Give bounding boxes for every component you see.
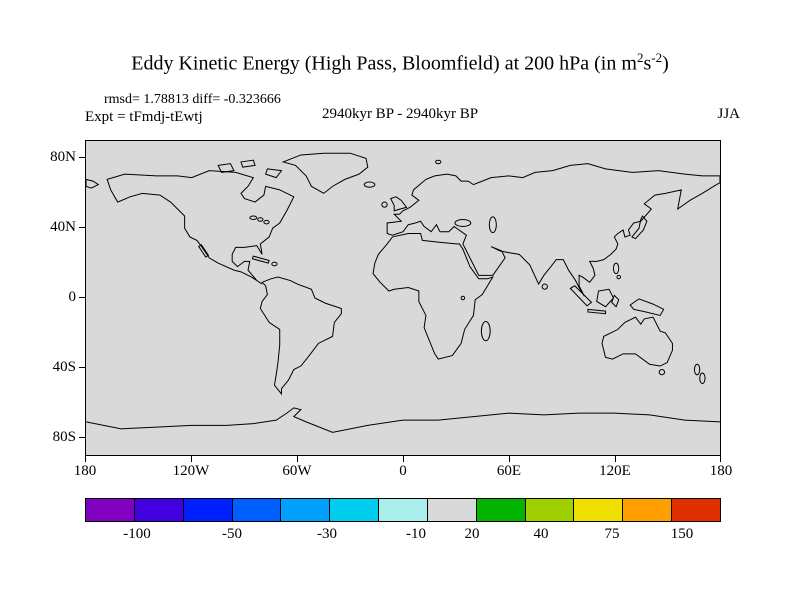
coastline-new-guinea: [630, 299, 663, 316]
y-axis-tick: [79, 367, 85, 368]
title-close-paren: ): [662, 52, 669, 75]
black-sea: [455, 220, 471, 227]
great-lake-2: [258, 218, 263, 221]
x-axis-tick: [85, 456, 86, 462]
coastline-antarctica: [86, 408, 720, 432]
colorbar-swatch: [573, 498, 624, 522]
coastline-iceland: [364, 182, 375, 187]
coastline-australia: [602, 317, 672, 366]
colorbar-swatch: [85, 498, 135, 522]
x-axis-label: 60E: [496, 463, 522, 479]
colorbar-tick-label: 20: [464, 526, 480, 542]
stats-line: rmsd= 1.78813 diff= -0.323666: [104, 92, 281, 107]
colorbar-swatch: [231, 498, 282, 522]
coastline-arctic-island-3: [241, 160, 255, 167]
coastline-sulawesi: [612, 295, 619, 306]
y-axis-label: 80N: [50, 149, 76, 165]
x-axis-tick: [615, 456, 616, 462]
coastline-japan: [632, 216, 647, 239]
coastline-ireland: [382, 202, 387, 207]
coastline-new-zealand-north: [694, 364, 699, 374]
title-superscript-2: 2: [636, 50, 644, 65]
y-axis-label: 40S: [52, 359, 76, 375]
colorbar-swatch: [426, 498, 477, 522]
x-axis-tick: [297, 456, 298, 462]
coastline-madagascar: [481, 322, 490, 341]
x-axis-tick: [191, 456, 192, 462]
x-axis-label: 180: [709, 463, 733, 479]
coastline-britain: [391, 197, 407, 211]
colorbar-swatch: [280, 498, 331, 522]
colorbar-tick-label: -10: [406, 526, 426, 542]
colorbar-swatch: [329, 498, 380, 522]
great-lake-3: [264, 220, 269, 223]
colorbar-tick-label: 75: [604, 526, 620, 542]
coastline-baja-california: [199, 245, 209, 257]
great-lake-1: [250, 216, 257, 219]
coastline-mindanao: [617, 275, 621, 278]
coastline-philippines: [613, 263, 618, 273]
x-axis-label: 60W: [282, 463, 312, 479]
plot-title: Eddy Kinetic Energy (High Pass, Bloomfie…: [0, 50, 800, 76]
coastline-svalbard: [436, 160, 441, 163]
y-axis-tick: [79, 297, 85, 298]
title-units: s: [643, 52, 652, 75]
coastline-tasmania: [659, 370, 664, 375]
caspian-sea: [489, 217, 496, 233]
title-text: Eddy Kinetic Energy (High Pass, Bloomfie…: [131, 52, 637, 75]
season-label: JJA: [717, 106, 740, 122]
x-axis-tick: [403, 456, 404, 462]
coastline-north-america: [107, 171, 294, 284]
y-axis-tick: [79, 227, 85, 228]
coastline-layer: [86, 141, 720, 455]
colorbar-tick-label: 40: [533, 526, 549, 542]
colorbar-swatch: [524, 498, 575, 522]
colorbar-tick-label: -100: [123, 526, 151, 542]
colorbar-swatch: [378, 498, 428, 522]
coastline-new-zealand-south: [700, 373, 705, 383]
coastline-borneo: [597, 289, 614, 306]
coastline-arctic-island-2: [266, 169, 282, 178]
x-axis-label: 120E: [599, 463, 631, 479]
coastline-sri-lanka: [542, 284, 547, 289]
coastline-cuba: [252, 256, 269, 263]
world-map: [85, 140, 721, 456]
coastline-hispaniola: [272, 262, 277, 265]
coastline-south-america: [260, 277, 341, 394]
coastline-eurasia: [387, 164, 720, 297]
colorbar-swatch: [133, 498, 184, 522]
colorbar-tick-label: 150: [670, 526, 694, 542]
coastline-java: [588, 309, 606, 313]
colorbar-swatch: [182, 498, 233, 522]
lake-victoria: [461, 296, 465, 299]
period-label: 2940kyr BP - 2940kyr BP: [321, 106, 479, 122]
x-axis-tick: [509, 456, 510, 462]
y-axis-label: 80S: [52, 429, 76, 445]
colorbar: [85, 498, 721, 522]
y-axis-tick: [79, 157, 85, 158]
x-axis-label: 180: [73, 463, 97, 479]
coastline-sumatra: [570, 286, 591, 306]
colorbar-swatch: [475, 498, 526, 522]
x-axis-label: 0: [399, 463, 407, 479]
coastline-chukotka: [86, 179, 98, 188]
coastline-greenland: [283, 153, 368, 193]
x-axis-label: 120W: [172, 463, 210, 479]
x-axis-tick: [720, 456, 721, 462]
colorbar-tick-label: -30: [317, 526, 337, 542]
colorbar-swatch: [671, 498, 721, 522]
experiment-label: Expt = tFmdj-tEwtj: [85, 109, 203, 125]
coastline-arctic-island-1: [218, 164, 234, 173]
y-axis-label: 40N: [50, 219, 76, 235]
y-axis-tick: [79, 437, 85, 438]
colorbar-tick-label: -50: [222, 526, 242, 542]
coastline-africa: [373, 233, 493, 359]
colorbar-swatch: [622, 498, 673, 522]
title-superscript-neg2: -2: [651, 50, 663, 65]
y-axis-label: 0: [68, 289, 77, 305]
